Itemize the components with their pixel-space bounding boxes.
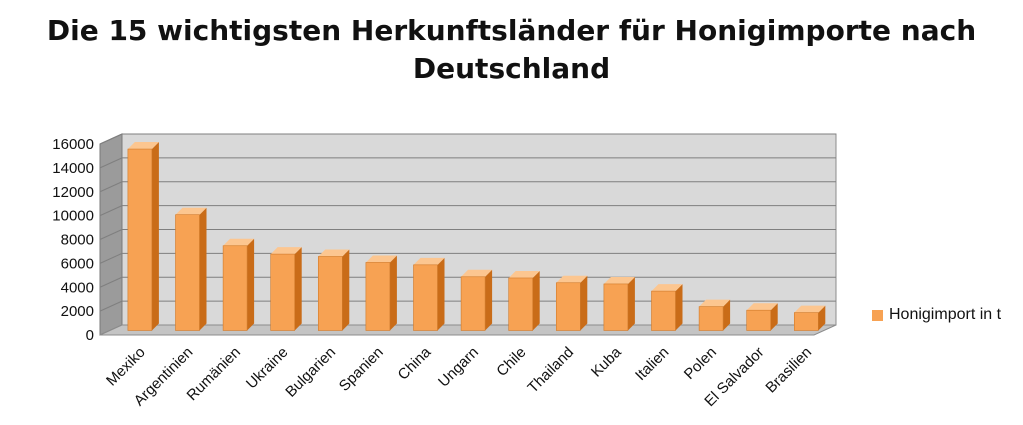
x-tick-label: Ukraine	[243, 344, 292, 393]
gridline-side	[99, 276, 123, 288]
bar-side	[485, 269, 493, 331]
bar-front	[127, 148, 153, 331]
gridline-side	[99, 157, 123, 169]
bar	[603, 276, 635, 331]
bar-top	[413, 257, 445, 265]
x-tick-label: Ungarn	[435, 344, 482, 391]
y-tick-label: 4000	[61, 279, 94, 296]
gridline-side	[99, 205, 123, 217]
bar-top	[556, 275, 588, 283]
bar	[460, 269, 493, 331]
bar-side	[723, 299, 731, 331]
x-tick-label: Polen	[681, 344, 720, 383]
bars	[127, 142, 826, 331]
bar-top	[651, 284, 683, 292]
bar-top	[270, 247, 302, 255]
bar-side	[437, 257, 445, 331]
bar-front	[603, 283, 629, 331]
bar-top	[508, 270, 540, 278]
bar-side	[151, 142, 159, 331]
bar-front	[793, 312, 819, 331]
x-tick-label: Spanien	[336, 344, 387, 395]
y-tick-label: 10000	[52, 208, 94, 225]
y-tick-label: 14000	[52, 160, 94, 177]
bar-top	[365, 255, 397, 263]
bar-front	[175, 214, 200, 331]
bar-top	[223, 238, 255, 246]
chart-title-line-1: Die 15 wichtigsten Herkunftsländer für H…	[46, 14, 977, 47]
bar	[746, 303, 778, 331]
bar-top	[603, 276, 635, 284]
bar	[127, 142, 159, 331]
y-tick-label: 0	[86, 327, 94, 344]
bar-side	[199, 207, 207, 331]
x-tick-label: Mexiko	[103, 344, 149, 390]
bar-top	[461, 269, 493, 277]
x-tick-label: Brasilien	[762, 344, 815, 397]
gridline-side	[99, 181, 123, 193]
bar	[222, 238, 255, 331]
gridline-side	[99, 133, 123, 145]
y-tick-label: 12000	[52, 184, 94, 201]
y-tick-label: 6000	[61, 255, 94, 272]
bar-side	[294, 247, 302, 331]
bar-side	[770, 303, 778, 331]
bar-side	[580, 275, 588, 331]
bar	[555, 275, 588, 331]
bar-top	[794, 305, 826, 313]
bar	[413, 257, 445, 331]
bar	[651, 284, 683, 331]
bar-front	[508, 277, 534, 331]
chart-title-line-2: Deutschland	[412, 52, 611, 85]
bar-front	[555, 282, 581, 331]
bar-side	[247, 238, 255, 331]
y-tick-label: 16000	[52, 136, 94, 153]
bar-front	[413, 264, 438, 331]
bar-top	[127, 142, 159, 150]
bar-front	[222, 245, 248, 331]
x-tick-label: Chile	[493, 344, 529, 380]
x-tick-label: Kuba	[588, 343, 625, 380]
bar-front	[365, 262, 391, 331]
gridline-side	[99, 300, 123, 312]
x-tick-label: Thailand	[524, 344, 577, 397]
legend-swatch	[872, 309, 883, 321]
legend-label: Honigimport in t	[889, 306, 1002, 323]
bar-side	[342, 249, 350, 331]
bar-top	[318, 249, 350, 257]
chart-title: Die 15 wichtigsten Herkunftsländer für H…	[0, 12, 1023, 88]
bar-side	[389, 255, 397, 331]
bar	[270, 247, 302, 331]
bar-side	[675, 284, 683, 331]
bar-top	[175, 207, 207, 215]
bar-front	[746, 309, 772, 331]
gridline-side	[99, 252, 123, 264]
bar-top	[699, 299, 731, 307]
bar-top	[746, 303, 778, 311]
bar	[317, 249, 350, 331]
y-axis: 0 2000 4000 6000 8000 10000 12000 14000 16000	[52, 136, 94, 344]
gridline-side	[99, 229, 123, 240]
bar-side	[818, 305, 826, 331]
bar	[793, 305, 826, 331]
bar-front	[698, 306, 724, 331]
y-tick-label: 2000	[61, 303, 94, 320]
bar	[365, 255, 397, 331]
bar	[508, 270, 540, 331]
y-tick-label: 8000	[61, 232, 94, 249]
bar	[698, 299, 731, 331]
bar-side	[627, 276, 635, 331]
legend: Honigimport in t	[872, 306, 1001, 324]
bar	[175, 207, 207, 331]
x-tick-label: China	[395, 343, 435, 383]
bar-front	[270, 253, 296, 331]
bar-front	[651, 290, 676, 331]
bar-front	[317, 256, 343, 331]
x-tick-label: Italien	[632, 344, 672, 384]
x-tick-label: Bulgarien	[282, 344, 339, 401]
bar-front	[460, 276, 486, 331]
bar-side	[532, 270, 540, 331]
